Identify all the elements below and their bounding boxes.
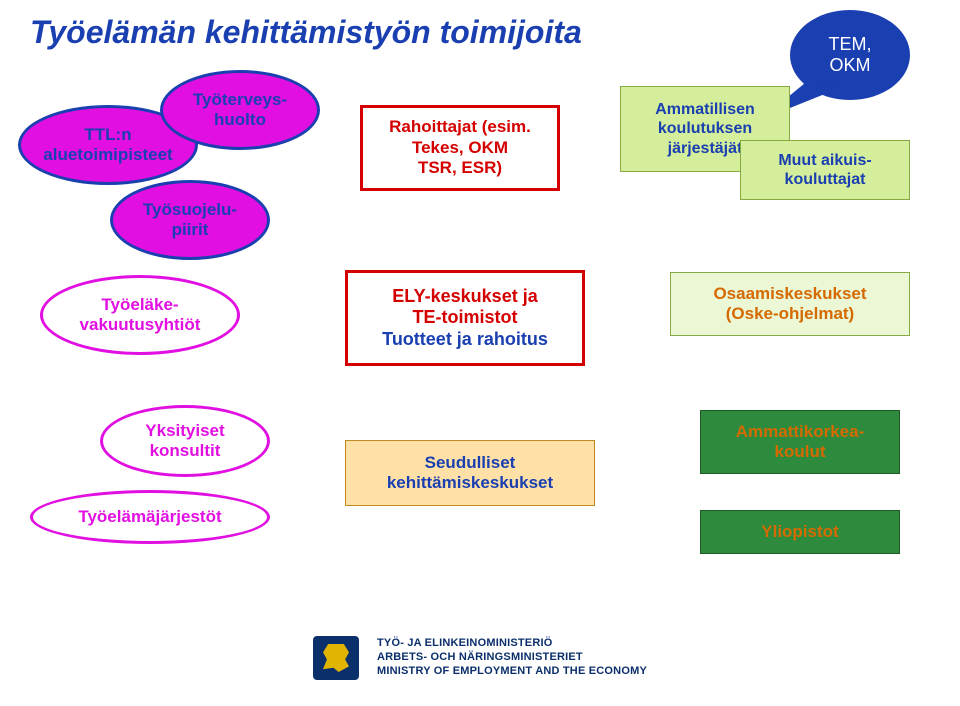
box-seudulliset-label: Seudulliset kehittämiskeskukset xyxy=(387,453,553,494)
box-muut-label: Muut aikuis- kouluttajat xyxy=(778,151,871,189)
ministry-name: TYÖ- JA ELINKEINOMINISTERIÖ ARBETS- OCH … xyxy=(377,637,647,678)
ellipse-tev-label: Työeläke- vakuutusyhtiöt xyxy=(80,295,201,336)
box-amk-label: Ammattikorkea- koulut xyxy=(736,422,865,463)
ministry-line-3: MINISTRY OF EMPLOYMENT AND THE ECONOMY xyxy=(377,665,647,679)
ellipse-tej: Työelämäjärjestöt xyxy=(30,490,270,544)
ellipse-yk-label: Yksityiset konsultit xyxy=(145,421,224,462)
diagram-canvas: Työelämän kehittämistyön toimijoita TEM,… xyxy=(0,0,960,706)
box-oske: Osaamiskeskukset (Oske-ohjelmat) xyxy=(670,272,910,336)
ellipse-ttl-label: TTL:n aluetoimipisteet xyxy=(43,125,172,166)
box-amk: Ammattikorkea- koulut xyxy=(700,410,900,474)
ellipse-tth: Työterveys- huolto xyxy=(160,70,320,150)
box-seudulliset: Seudulliset kehittämiskeskukset xyxy=(345,440,595,506)
box-rahoittajat-label: Rahoittajat (esim. Tekes, OKM TSR, ESR) xyxy=(389,117,531,178)
tem-okm-bubble: TEM, OKM xyxy=(790,10,910,100)
ellipse-tej-label: Työelämäjärjestöt xyxy=(78,507,221,527)
box-ely-label: ELY-keskukset jaTE-toimistotTuotteet ja … xyxy=(382,286,548,351)
ellipse-yk: Yksityiset konsultit xyxy=(100,405,270,477)
box-muut: Muut aikuis- kouluttajat xyxy=(740,140,910,200)
title-text: Työelämän kehittämistyön toimijoita xyxy=(30,14,582,50)
bubble-label: TEM, OKM xyxy=(829,34,872,76)
ministry-line-2: ARBETS- OCH NÄRINGSMINISTERIET xyxy=(377,651,647,665)
ministry-line-1: TYÖ- JA ELINKEINOMINISTERIÖ xyxy=(377,637,647,651)
ellipse-tth-label: Työterveys- huolto xyxy=(193,90,287,131)
box-oske-label: Osaamiskeskukset (Oske-ohjelmat) xyxy=(713,284,866,325)
footer: TYÖ- JA ELINKEINOMINISTERIÖ ARBETS- OCH … xyxy=(0,610,960,706)
box-yli: Yliopistot xyxy=(700,510,900,554)
ellipse-tsp-label: Työsuojelu- piirit xyxy=(143,200,237,241)
page-title: Työelämän kehittämistyön toimijoita xyxy=(30,14,582,51)
ellipse-tsp: Työsuojelu- piirit xyxy=(110,180,270,260)
box-yli-label: Yliopistot xyxy=(761,522,838,542)
box-rahoittajat: Rahoittajat (esim. Tekes, OKM TSR, ESR) xyxy=(360,105,560,191)
box-ely: ELY-keskukset jaTE-toimistotTuotteet ja … xyxy=(345,270,585,366)
ellipse-tev: Työeläke- vakuutusyhtiöt xyxy=(40,275,240,355)
bubble-tail xyxy=(790,10,791,11)
ministry-crest-icon xyxy=(313,636,359,680)
